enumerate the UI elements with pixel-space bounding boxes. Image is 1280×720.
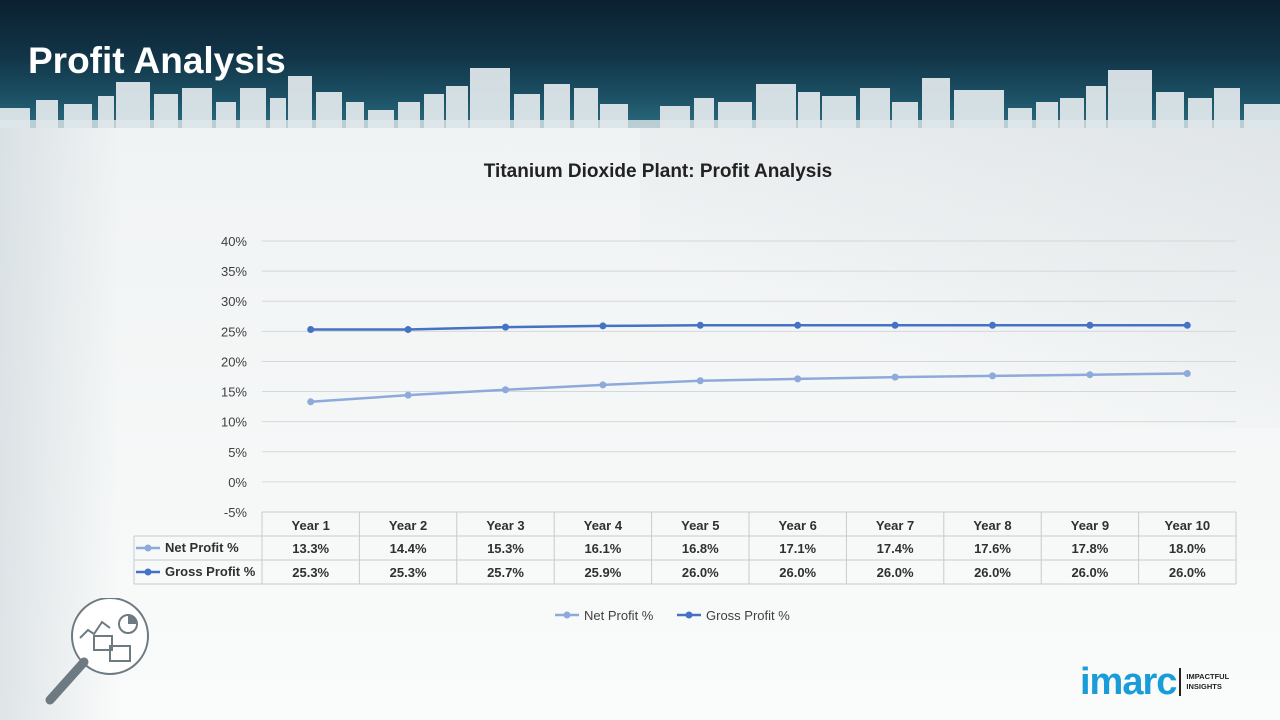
table-cell: 13.3% <box>292 541 329 556</box>
series-line <box>310 324 1188 331</box>
x-category-label: Year 5 <box>681 518 719 533</box>
x-category-label: Year 9 <box>1071 518 1109 533</box>
logo-divider <box>1179 668 1182 696</box>
y-tick-label: -5% <box>224 505 248 520</box>
table-series-key-marker <box>144 568 152 576</box>
table-cell: 17.1% <box>779 541 816 556</box>
table-cell: 26.0% <box>1169 565 1206 580</box>
table-series-name: Gross Profit % <box>165 564 256 579</box>
background-shade <box>640 128 1280 428</box>
table-cell: 26.0% <box>682 565 719 580</box>
header-banner: Profit Analysis <box>0 0 1280 128</box>
table-series-name: Net Profit % <box>165 540 239 555</box>
table-cell: 15.3% <box>487 541 524 556</box>
table-cell: 25.7% <box>487 565 524 580</box>
data-point <box>502 323 509 331</box>
table-cell: 18.0% <box>1169 541 1206 556</box>
y-tick-label: 15% <box>221 385 247 400</box>
data-point <box>599 381 607 389</box>
x-category-label: Year 3 <box>486 518 524 533</box>
chart-title: Titanium Dioxide Plant: Profit Analysis <box>484 161 832 182</box>
y-tick-label: 10% <box>221 415 247 430</box>
table-cell: 26.0% <box>779 565 816 580</box>
y-tick-label: 30% <box>221 294 247 309</box>
content-background <box>0 128 1280 720</box>
data-point <box>307 326 315 334</box>
data-point <box>794 375 802 383</box>
data-point <box>989 321 996 329</box>
x-category-label: Year 1 <box>292 518 330 533</box>
table-cell: 26.0% <box>1071 565 1108 580</box>
x-category-label: Year 7 <box>876 518 914 533</box>
data-point <box>1183 321 1191 329</box>
table-cell: 25.3% <box>292 565 329 580</box>
data-point <box>1086 371 1094 379</box>
table-cell: 17.8% <box>1071 541 1108 556</box>
table-series-key-marker <box>144 544 152 552</box>
data-point <box>696 321 704 329</box>
table-cell: 14.4% <box>390 541 427 556</box>
x-category-label: Year 8 <box>973 518 1011 533</box>
data-point <box>891 373 899 381</box>
legend-label: Net Profit % <box>584 608 654 623</box>
data-point <box>599 322 607 330</box>
x-category-label: Year 2 <box>389 518 427 533</box>
table-cell: 17.6% <box>974 541 1011 556</box>
logo-tagline: IMPACTFUL INSIGHTS <box>1186 672 1230 691</box>
table-cell: 25.3% <box>390 565 427 580</box>
x-category-label: Year 6 <box>779 518 817 533</box>
y-tick-label: 40% <box>221 234 247 249</box>
table-cell: 26.0% <box>877 565 914 580</box>
data-point <box>404 391 412 399</box>
y-tick-label: 35% <box>221 264 247 279</box>
data-point <box>989 372 996 380</box>
legend-key-marker <box>563 611 571 619</box>
table-cell: 25.9% <box>584 565 621 580</box>
profit-chart: Titanium Dioxide Plant: Profit Analysis 4… <box>133 161 1237 623</box>
page-title: Profit Analysis <box>28 40 286 81</box>
magnifier-analytics-icon <box>40 597 155 713</box>
data-point <box>1086 321 1094 329</box>
y-tick-label: 20% <box>221 354 247 369</box>
series-line <box>310 372 1188 404</box>
data-point <box>307 398 315 406</box>
y-tick-label: 25% <box>221 324 247 339</box>
table-cell: 16.1% <box>584 541 621 556</box>
y-tick-label: 5% <box>228 445 247 460</box>
logo-wordmark: imarc <box>1080 661 1177 703</box>
data-point <box>696 377 704 385</box>
table-cell: 26.0% <box>974 565 1011 580</box>
table-cell: 17.4% <box>877 541 914 556</box>
data-point <box>794 321 802 329</box>
x-category-label: Year 4 <box>584 518 623 533</box>
data-point <box>502 386 509 394</box>
legend-key-marker <box>685 611 693 619</box>
table-cell: 16.8% <box>682 541 719 556</box>
data-point <box>891 321 899 329</box>
legend-label: Gross Profit % <box>706 608 790 623</box>
y-tick-label: 0% <box>228 475 247 490</box>
x-category-label: Year 10 <box>1165 518 1211 533</box>
city-skyline-decoration <box>0 68 1280 128</box>
data-point <box>404 326 412 334</box>
data-point <box>1183 369 1191 377</box>
imarc-logo: imarc IMPACTFUL INSIGHTS <box>1080 660 1260 704</box>
